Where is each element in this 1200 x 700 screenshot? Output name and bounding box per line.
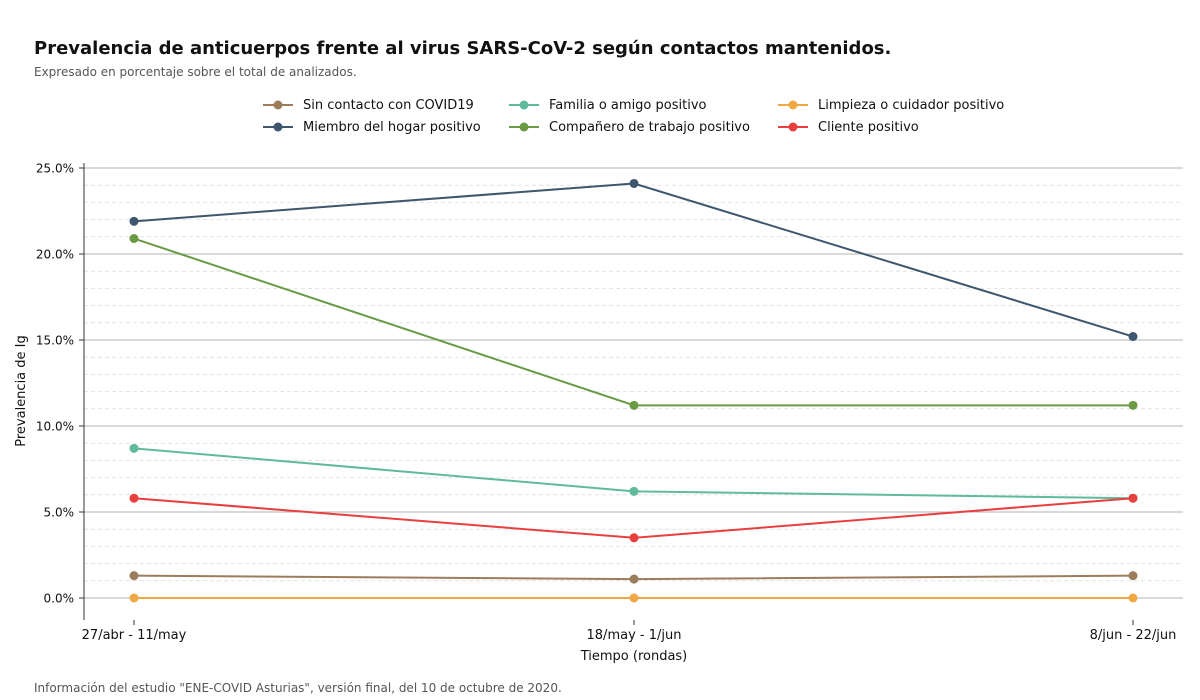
data-point[interactable]	[1128, 493, 1138, 503]
data-point[interactable]	[129, 571, 139, 581]
series-line	[133, 182, 1134, 338]
series-line	[133, 497, 1134, 539]
data-point[interactable]	[129, 593, 139, 603]
legend-swatch	[778, 100, 808, 110]
x-tick-label: 8/jun - 22/jun	[1090, 628, 1177, 643]
y-tick-label: 5.0%	[44, 506, 75, 520]
legend-swatch	[778, 122, 808, 132]
data-point[interactable]	[629, 533, 639, 543]
data-point[interactable]	[1128, 571, 1138, 581]
y-axis-label: Prevalencia de Ig	[14, 335, 29, 447]
data-point[interactable]	[1128, 400, 1138, 410]
legend-item[interactable]: Sin contacto con COVID19	[263, 95, 474, 115]
data-point[interactable]	[629, 400, 639, 410]
series-line	[133, 447, 1134, 500]
data-point[interactable]	[1128, 593, 1138, 603]
data-point[interactable]	[1128, 332, 1138, 342]
legend-label: Familia o amigo positivo	[549, 97, 707, 113]
x-tick-label: 27/abr - 11/may	[82, 628, 187, 643]
y-tick-label: 15.0%	[36, 334, 74, 348]
y-tick-label: 0.0%	[44, 592, 75, 606]
legend-label: Compañero de trabajo positivo	[549, 119, 750, 135]
legend-label: Sin contacto con COVID19	[303, 97, 474, 113]
y-tick-label: 25.0%	[36, 162, 74, 176]
grid-major-lines	[79, 167, 1183, 599]
legend-label: Miembro del hogar positivo	[303, 119, 481, 135]
grid-minor-lines	[84, 184, 1183, 582]
x-tick-labels: 27/abr - 11/may 18/may - 1/jun 8/jun - 22/…	[82, 620, 1177, 643]
legend-item[interactable]: Cliente positivo	[778, 117, 919, 137]
legend-swatch	[263, 100, 293, 110]
legend-item[interactable]: Miembro del hogar positivo	[263, 117, 481, 137]
legend-label: Limpieza o cuidador positivo	[818, 97, 1005, 113]
y-tick-label: 20.0%	[36, 248, 74, 262]
legend-item[interactable]: Compañero de trabajo positivo	[509, 117, 750, 137]
x-tick-label: 18/may - 1/jun	[587, 628, 682, 643]
legend-swatch	[509, 122, 539, 132]
legend-swatch	[509, 100, 539, 110]
data-point[interactable]	[629, 593, 639, 603]
series-lines	[133, 182, 1134, 599]
series-line	[133, 237, 1133, 407]
series-line	[133, 574, 1134, 581]
data-point[interactable]	[629, 574, 639, 584]
data-point[interactable]	[129, 493, 139, 503]
legend-swatch	[263, 122, 293, 132]
data-point[interactable]	[129, 216, 139, 226]
data-point[interactable]	[629, 178, 639, 188]
series-points	[129, 178, 1138, 603]
y-tick-label: 10.0%	[36, 420, 74, 434]
legend-item[interactable]: Familia o amigo positivo	[509, 95, 706, 115]
legend-label: Cliente positivo	[818, 119, 919, 135]
y-tick-labels: 0.0% 5.0% 10.0% 15.0% 20.0% 25.0%	[36, 162, 74, 606]
chart-title: Prevalencia de anticuerpos frente al vir…	[34, 38, 892, 59]
data-point[interactable]	[129, 234, 139, 244]
x-axis-label: Tiempo (rondas)	[580, 649, 688, 664]
source-caption: Información del estudio "ENE-COVID Astur…	[34, 681, 562, 695]
data-point[interactable]	[1128, 493, 1138, 503]
chart-subtitle: Expresado en porcentaje sobre el total d…	[34, 65, 357, 79]
legend-item[interactable]: Limpieza o cuidador positivo	[778, 95, 1004, 115]
data-point[interactable]	[629, 486, 639, 496]
data-point[interactable]	[129, 443, 139, 453]
